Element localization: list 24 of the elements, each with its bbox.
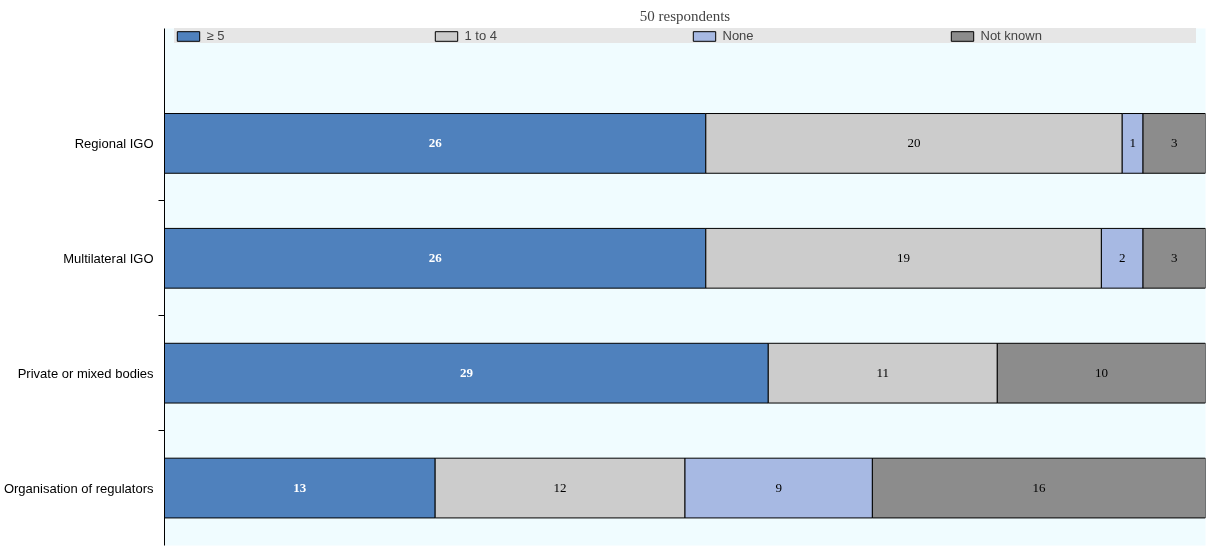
data-label: 12 [553, 480, 567, 496]
data-label: 20 [907, 135, 921, 151]
data-label: 1 [1129, 135, 1136, 151]
legend-label: Not known [980, 28, 1043, 43]
y-tick-label: Organisation of regulators [3, 480, 154, 496]
legend-label: None [722, 28, 755, 43]
data-label: 9 [775, 480, 782, 496]
legend-label: ≥ 5 [206, 28, 226, 43]
data-label: 10 [1094, 365, 1108, 381]
data-label: 2 [1118, 250, 1126, 266]
data-label: 13 [293, 480, 307, 496]
chart-title: 50 respondents [639, 7, 731, 24]
data-label: 29 [459, 365, 474, 381]
data-label: 3 [1171, 135, 1178, 151]
data-label: 3 [1171, 250, 1178, 266]
y-tick-label: Regional IGO [74, 135, 154, 151]
data-label: 26 [428, 250, 443, 266]
data-label: 26 [428, 135, 443, 151]
data-label: 11 [876, 365, 890, 381]
y-tick-label: Private or mixed bodies [17, 365, 154, 381]
legend-label: 1 to 4 [464, 28, 499, 43]
data-label: 19 [897, 250, 911, 266]
data-label: 16 [1032, 480, 1046, 496]
y-tick-label: Multilateral IGO [63, 250, 154, 266]
